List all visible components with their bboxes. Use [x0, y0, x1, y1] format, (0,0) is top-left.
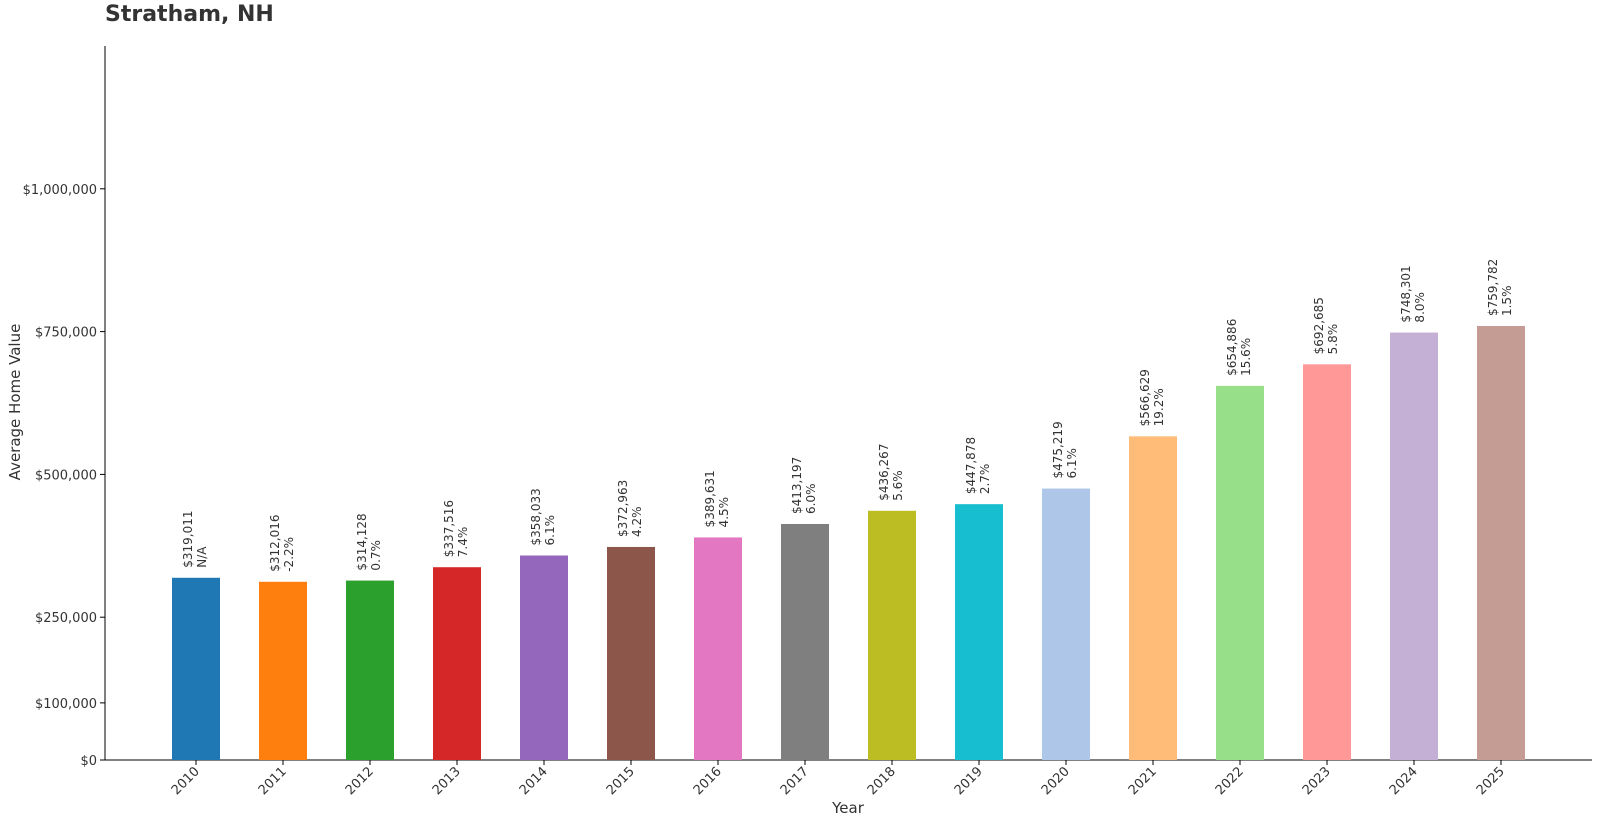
bar-change-label: 0.7% — [369, 540, 383, 571]
bar — [1303, 364, 1351, 760]
y-tick-label: $250,000 — [35, 611, 97, 626]
bar-change-label: N/A — [195, 546, 209, 568]
x-tick-label: 2025 — [1474, 764, 1508, 798]
bar-change-label: 5.6% — [891, 470, 905, 501]
x-tick-label: 2020 — [1039, 764, 1073, 798]
x-tick-label: 2016 — [691, 764, 725, 798]
bar — [1042, 488, 1090, 760]
bar-value-label: $372,963 — [616, 480, 630, 537]
x-tick-label: 2013 — [430, 764, 464, 798]
bar — [868, 510, 916, 760]
x-tick-label: 2021 — [1126, 764, 1160, 798]
bar-change-label: 6.1% — [543, 515, 557, 546]
bar-value-label: $748,301 — [1399, 265, 1413, 322]
y-tick-label: $0 — [80, 754, 97, 769]
bar-value-label: $319,011 — [181, 511, 195, 568]
bar-change-label: 15.6% — [1239, 338, 1253, 376]
bar — [520, 555, 568, 760]
bar-change-label: 19.2% — [1152, 388, 1166, 426]
x-tick-label: 2010 — [169, 764, 203, 798]
x-tick-label: 2011 — [256, 764, 290, 798]
bars — [172, 326, 1525, 760]
x-tick-label: 2017 — [778, 764, 812, 798]
bar-value-label: $447,878 — [964, 437, 978, 494]
bar-value-label: $389,631 — [703, 470, 717, 527]
bar-value-label: $654,886 — [1225, 319, 1239, 376]
bar-value-label: $413,197 — [790, 457, 804, 514]
bar-change-label: 6.1% — [1065, 448, 1079, 479]
y-tick-label: $500,000 — [35, 468, 97, 483]
bar — [259, 581, 307, 760]
bar — [1477, 326, 1525, 760]
bar — [607, 546, 655, 760]
bar-value-label: $475,219 — [1051, 421, 1065, 478]
bar — [346, 580, 394, 760]
chart-title: Stratham, NH — [105, 2, 274, 27]
bar-change-label: 2.7% — [978, 464, 992, 495]
y-tick-label: $100,000 — [35, 697, 97, 712]
x-tick-label: 2018 — [865, 764, 899, 798]
x-tick-label: 2012 — [343, 764, 377, 798]
x-tick-label: 2015 — [604, 764, 638, 798]
bar — [172, 577, 220, 760]
bar-value-label: $759,782 — [1486, 259, 1500, 316]
x-tick-label: 2014 — [517, 764, 551, 798]
bar — [1216, 385, 1264, 760]
bar-value-label: $337,516 — [442, 500, 456, 557]
y-axis-label: Average Home Value — [6, 324, 24, 481]
bar — [781, 523, 829, 760]
bar — [433, 567, 481, 760]
bar-value-label: $566,629 — [1138, 369, 1152, 426]
bar-labels: $319,011 N/A $312,016 -2.2% $314,128 0.7% $337… — [181, 259, 1514, 572]
bar-change-label: 7.4% — [456, 527, 470, 558]
bar — [694, 537, 742, 760]
bar — [1390, 332, 1438, 760]
bar-value-label: $358,033 — [529, 488, 543, 545]
bar-change-label: 8.0% — [1413, 292, 1427, 323]
bar-change-label: 5.8% — [1326, 324, 1340, 355]
x-tick-label: 2022 — [1213, 764, 1247, 798]
bar-change-label: 1.5% — [1500, 286, 1514, 317]
x-axis-label: Year — [831, 799, 865, 817]
bar-value-label: $312,016 — [268, 515, 282, 572]
bar-value-label: $314,128 — [355, 513, 369, 570]
bar-value-label: $692,685 — [1312, 297, 1326, 354]
bar-change-label: 4.5% — [717, 497, 731, 528]
bar — [1129, 436, 1177, 760]
x-tick-label: 2023 — [1300, 764, 1334, 798]
bar — [955, 504, 1003, 760]
bar-value-label: $436,267 — [877, 444, 891, 501]
bar-change-label: -2.2% — [282, 537, 296, 572]
x-tick-label: 2019 — [952, 764, 986, 798]
bar-change-label: 4.2% — [630, 506, 644, 537]
bar-change-label: 6.0% — [804, 483, 818, 514]
y-tick-label: $1,000,000 — [23, 183, 97, 198]
y-tick-label: $750,000 — [35, 326, 97, 341]
x-tick-label: 2024 — [1387, 764, 1421, 798]
